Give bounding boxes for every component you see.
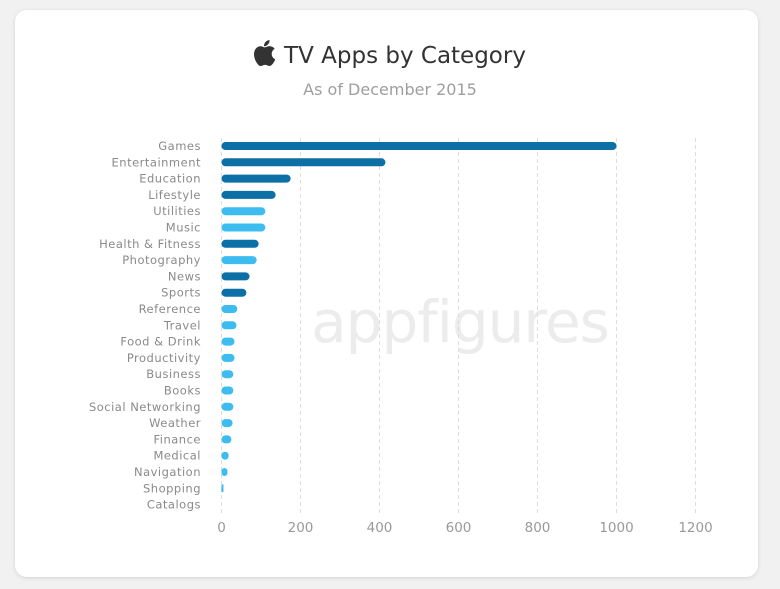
apple-logo-icon [254, 40, 276, 67]
category-label: Catalogs [147, 498, 201, 512]
bar [221, 288, 247, 297]
category-label: Business [146, 367, 201, 381]
bar [221, 223, 266, 232]
x-tick-label: 1000 [599, 520, 633, 536]
category-label: Travel [163, 318, 201, 332]
category-label: Education [139, 172, 201, 186]
category-label: Utilities [153, 204, 201, 218]
category-label: Finance [154, 432, 202, 446]
category-label: News [168, 269, 201, 283]
bar [221, 305, 238, 313]
bar [221, 174, 291, 183]
category-label: Books [164, 384, 201, 398]
bar [221, 386, 234, 395]
chart-title-text: TV Apps by Category [284, 43, 526, 69]
bar [221, 207, 266, 216]
bar [221, 239, 259, 248]
chart-card [15, 10, 758, 577]
category-label: Games [158, 139, 201, 153]
bar [221, 370, 234, 379]
category-label: Lifestyle [148, 188, 201, 202]
x-tick-label: 1200 [678, 520, 712, 536]
bar [221, 190, 276, 199]
bar [221, 402, 234, 411]
x-tick-label: 200 [288, 520, 314, 536]
category-label: Sports [161, 286, 201, 300]
bar [221, 435, 232, 444]
bar [221, 419, 233, 428]
category-label: Social Networking [89, 400, 201, 414]
x-tick-label: 400 [367, 520, 393, 536]
category-label: Food & Drink [120, 335, 201, 349]
category-label: Photography [122, 253, 201, 267]
category-label: Weather [149, 416, 201, 430]
bar [221, 142, 617, 150]
category-label: Entertainment [112, 155, 201, 169]
chart-subtitle: As of December 2015 [303, 80, 477, 99]
bar [221, 256, 257, 265]
category-label: Navigation [134, 465, 201, 479]
category-label: Shopping [143, 481, 201, 495]
x-tick-label: 600 [446, 520, 472, 536]
category-label: Productivity [127, 351, 201, 365]
chart-title: TV Apps by Category [0, 40, 780, 69]
x-tick-label: 800 [525, 520, 551, 536]
x-tick-label: 0 [217, 520, 226, 536]
bar [221, 272, 250, 281]
bar [221, 468, 228, 476]
category-label: Health & Fitness [99, 237, 201, 251]
category-label: Music [166, 221, 201, 235]
bar [221, 353, 235, 362]
bar [221, 337, 235, 346]
category-label: Medical [153, 449, 201, 463]
category-label: Reference [139, 302, 201, 316]
bar [221, 321, 237, 330]
watermark: appfigures [311, 288, 609, 356]
bar [221, 484, 224, 493]
bar [221, 158, 386, 167]
bar [221, 451, 229, 460]
